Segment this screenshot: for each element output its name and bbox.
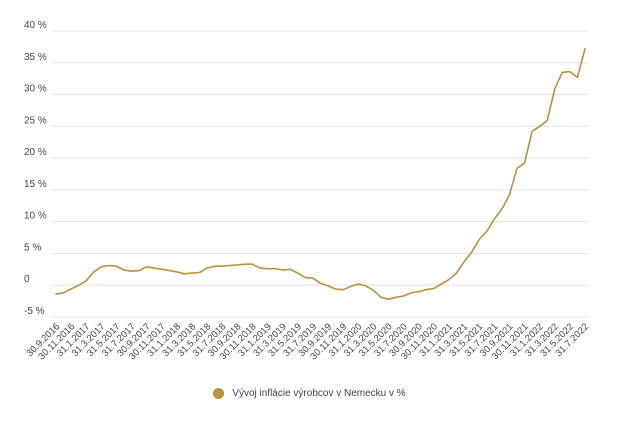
y-tick-label: 15 % (24, 179, 47, 190)
series-layer (55, 47, 586, 301)
y-tick-label: 10 % (24, 211, 47, 222)
legend-marker (213, 388, 225, 399)
y-tick-label: 20 % (24, 147, 47, 158)
grid-lines (52, 30, 588, 318)
legend-label: Vývoj inflácie výrobcov v Nemecku v % (232, 388, 406, 399)
y-tick-label: 0 (24, 274, 30, 285)
y-tick-label: 30 % (24, 84, 47, 95)
y-tick-label: -5 % (24, 306, 45, 317)
y-tick-label: 5 % (24, 242, 41, 253)
x-axis-ticks: 30.9.201630.11.201631.1.201731.3.201731.… (24, 321, 591, 362)
y-tick-label: 25 % (24, 115, 47, 126)
y-tick-label: 40 % (24, 20, 47, 31)
series-line (55, 47, 586, 301)
y-axis-ticks: -5 % 0 5 % 10 % 15 % 20 % 25 % 30 % 35 % 40 % (24, 20, 47, 317)
y-tick-label: 35 % (24, 52, 47, 63)
legend: Vývoj inflácie výrobcov v Nemecku v % (0, 388, 619, 399)
